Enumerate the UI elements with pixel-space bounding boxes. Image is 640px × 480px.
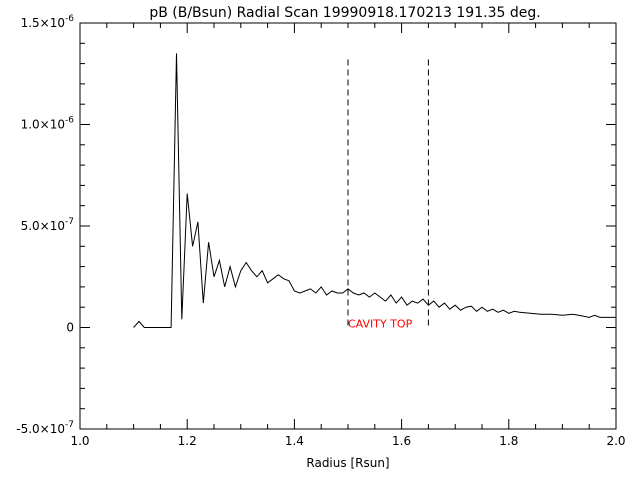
x-axis-label: Radius [Rsun] xyxy=(306,456,389,470)
x-tick-label: 1.2 xyxy=(178,434,197,448)
y-tick-label: 1.0×10-6 xyxy=(21,116,75,132)
reference-lines xyxy=(347,59,429,329)
y-tick-label: 1.5×10-6 xyxy=(21,14,75,30)
series-group xyxy=(133,53,616,328)
annotations: CAVITY TOP xyxy=(348,318,413,331)
x-tick-label: 2.0 xyxy=(606,434,625,448)
x-tick-label: 1.6 xyxy=(392,434,411,448)
annotation-label: CAVITY TOP xyxy=(348,318,413,331)
x-axis-ticks: 1.0 1.2 1.4 1.6 1.8 2.0 xyxy=(70,23,626,448)
y-tick-label: 5.0×10-7 xyxy=(21,217,74,233)
y-tick-label: 0 xyxy=(66,321,74,335)
x-tick-label: 1.4 xyxy=(285,434,304,448)
x-tick-label: 1.8 xyxy=(499,434,518,448)
y-tick-label: -5.0×10-7 xyxy=(16,420,74,436)
x-tick-label: 1.0 xyxy=(70,434,89,448)
y-axis-ticks: -5.0×10-7 0 5.0×10-7 1.0×10-6 1.5×10-6 xyxy=(16,14,616,436)
chart-title: pB (B/Bsun) Radial Scan 19990918.170213 … xyxy=(149,5,540,21)
series-line xyxy=(133,53,616,328)
